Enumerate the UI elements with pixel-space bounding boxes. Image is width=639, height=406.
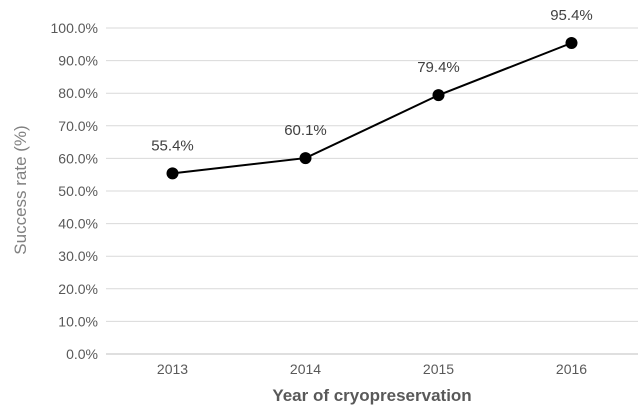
series-group [166, 36, 578, 180]
data-label: 79.4% [417, 59, 460, 76]
y-tick-label: 90.0% [58, 53, 98, 69]
x-tick-label: 2014 [290, 361, 321, 377]
data-point [565, 36, 578, 49]
gridlines [106, 27, 638, 355]
y-axis-title: Success rate (%) [11, 125, 30, 254]
y-tick-label: 40.0% [58, 216, 98, 232]
y-tick-label: 100.0% [51, 20, 98, 36]
data-point [166, 167, 179, 180]
data-point [299, 152, 312, 165]
x-tick-label: 2013 [157, 361, 188, 377]
y-tick-label: 0.0% [66, 346, 98, 362]
y-tick-label: 10.0% [58, 313, 98, 329]
data-point [432, 89, 445, 102]
x-axis-ticks: 2013 2014 2015 2016 [157, 361, 587, 377]
y-tick-label: 60.0% [58, 150, 98, 166]
y-axis-ticks: 0.0% 10.0% 20.0% 30.0% 40.0% 50.0% 60.0% 70.0% 8… [51, 20, 98, 362]
x-tick-label: 2015 [423, 361, 454, 377]
y-tick-label: 50.0% [58, 183, 98, 199]
data-label: 55.4% [151, 137, 194, 154]
data-label: 95.4% [550, 7, 593, 24]
y-tick-label: 70.0% [58, 118, 98, 134]
data-labels: 55.4% 60.1% 79.4% 95.4% [151, 7, 593, 154]
y-tick-label: 20.0% [58, 281, 98, 297]
y-tick-label: 30.0% [58, 248, 98, 264]
y-tick-label: 80.0% [58, 85, 98, 101]
x-axis-title: Year of cryopreservation [272, 386, 471, 405]
series-line [172, 42, 572, 175]
data-label: 60.1% [284, 122, 327, 139]
x-tick-label: 2016 [556, 361, 587, 377]
